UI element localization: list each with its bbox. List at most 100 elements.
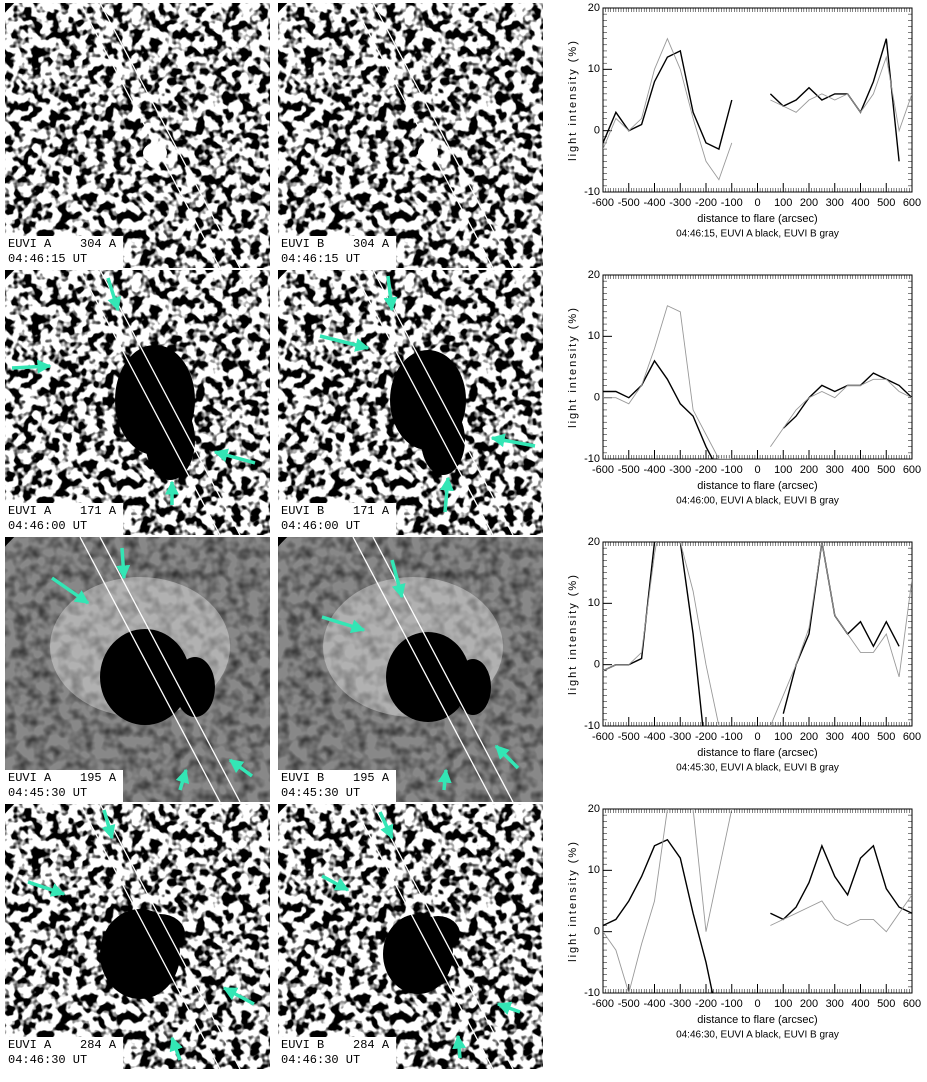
x-tick-label: -500: [618, 731, 640, 743]
panel-time: 04:45:30 UT: [8, 786, 87, 800]
x-tick-label: 600: [903, 464, 921, 476]
x-tick-label: 100: [774, 731, 792, 743]
label-box: [5, 1037, 123, 1069]
image-panel: EUVI B 304 A04:46:15 UT: [278, 3, 543, 268]
x-tick-label: -400: [643, 464, 665, 476]
y-tick-label: 10: [588, 63, 600, 75]
chart-caption: 04:45:30, EUVI A black, EUVI B gray: [676, 763, 839, 774]
y-tick-label: 10: [588, 864, 600, 876]
solar-disk: [278, 537, 543, 802]
x-tick-label: -400: [643, 197, 665, 209]
y-axis-label: light intensity (%): [567, 306, 579, 428]
x-tick-label: -200: [695, 731, 717, 743]
y-axis-label: light intensity (%): [567, 39, 579, 161]
slit-line: [79, 3, 221, 268]
slit-line: [99, 270, 241, 535]
chart-caption: 04:46:00, EUVI A black, EUVI B gray: [676, 496, 839, 507]
image-panel: EUVI B 195 A04:45:30 UT: [278, 537, 543, 802]
x-tick-label: -600: [592, 998, 614, 1010]
dark-region: [135, 914, 185, 954]
x-tick-label: -500: [618, 998, 640, 1010]
panel-label: EUVI B 171 A: [281, 504, 390, 518]
slit-line: [99, 804, 241, 1069]
x-tick-label: 300: [826, 197, 844, 209]
label-box: [5, 236, 123, 268]
image-panel: EUVI A 284 A04:46:30 UT: [5, 804, 270, 1069]
dark-region: [175, 657, 215, 717]
arrow: [494, 744, 520, 770]
solar-disk: [5, 804, 270, 1069]
arrow: [319, 334, 370, 352]
dark-region: [418, 143, 438, 163]
arrow: [439, 476, 454, 513]
x-tick-label: 500: [877, 731, 895, 743]
y-tick-label: -10: [584, 720, 600, 732]
dark-region: [100, 629, 190, 725]
x-tick-label: 200: [800, 731, 818, 743]
line-chart: -600 -500 -400 -300 -200 -100 0 100 200 300 400 500…: [567, 2, 921, 240]
y-tick-label: 0: [594, 926, 600, 938]
slit-line: [372, 270, 514, 535]
x-tick-label: -100: [721, 998, 743, 1010]
solar-disk: [278, 804, 543, 1069]
x-tick-label: -200: [695, 998, 717, 1010]
x-tick-label: 200: [800, 998, 818, 1010]
image-panel: EUVI A 171 A04:46:00 UT: [5, 270, 270, 535]
chart-caption: 04:46:30, EUVI A black, EUVI B gray: [676, 1030, 839, 1041]
x-tick-label: 400: [851, 464, 869, 476]
solar-disk: [5, 537, 270, 802]
arrow: [175, 768, 190, 791]
x-tick-label: 100: [774, 197, 792, 209]
y-tick-label: -10: [584, 987, 600, 999]
panel-label: EUVI A 304 A: [8, 237, 117, 251]
arrow: [101, 809, 116, 840]
x-tick-label: 500: [877, 464, 895, 476]
image-panel: EUVI A 195 A04:45:30 UT: [5, 537, 270, 802]
slit-line: [79, 804, 221, 1069]
line-chart: -600 -500 -400 -300 -200 -100 0 100 200 300 400 500…: [567, 536, 921, 774]
y-tick-label: 10: [588, 330, 600, 342]
slit-line: [99, 537, 241, 802]
y-tick-label: 0: [594, 392, 600, 404]
slit-line: [352, 804, 494, 1069]
x-tick-label: 600: [903, 731, 921, 743]
x-tick-label: -100: [721, 197, 743, 209]
panel-time: 04:45:30 UT: [281, 786, 360, 800]
y-tick-label: 0: [594, 125, 600, 137]
arrow: [222, 986, 255, 1006]
x-tick-label: -100: [721, 731, 743, 743]
label-box: [278, 503, 396, 535]
slit-line: [352, 3, 494, 268]
panel-label: EUVI B 195 A: [281, 771, 390, 785]
label-box: [278, 236, 396, 268]
data-line: [603, 838, 912, 993]
x-tick-label: 0: [754, 464, 760, 476]
arrow: [321, 874, 350, 892]
arrow: [437, 768, 452, 791]
dark-region: [455, 659, 491, 715]
x-tick-label: 600: [903, 998, 921, 1010]
data-line: [603, 37, 912, 181]
x-tick-label: 0: [754, 998, 760, 1010]
y-axis-label: light intensity (%): [567, 840, 579, 962]
panel-time: 04:46:30 UT: [281, 1053, 360, 1067]
x-tick-label: 100: [774, 464, 792, 476]
x-tick-label: -600: [592, 197, 614, 209]
label-box: [5, 503, 123, 535]
panel-time: 04:46:30 UT: [8, 1053, 87, 1067]
y-tick-label: -10: [584, 186, 600, 198]
x-tick-label: -300: [669, 464, 691, 476]
slit-line: [372, 804, 514, 1069]
solar-disk: [5, 270, 270, 535]
panel-label: EUVI A 284 A: [8, 1038, 117, 1052]
y-tick-label: 20: [588, 2, 600, 14]
slit-line: [99, 3, 241, 268]
arrow: [383, 275, 398, 312]
panel-time: 04:46:00 UT: [8, 519, 87, 533]
x-tick-label: -200: [695, 197, 717, 209]
arrow: [321, 615, 366, 633]
y-tick-label: 0: [594, 659, 600, 671]
slit-line: [352, 537, 494, 802]
